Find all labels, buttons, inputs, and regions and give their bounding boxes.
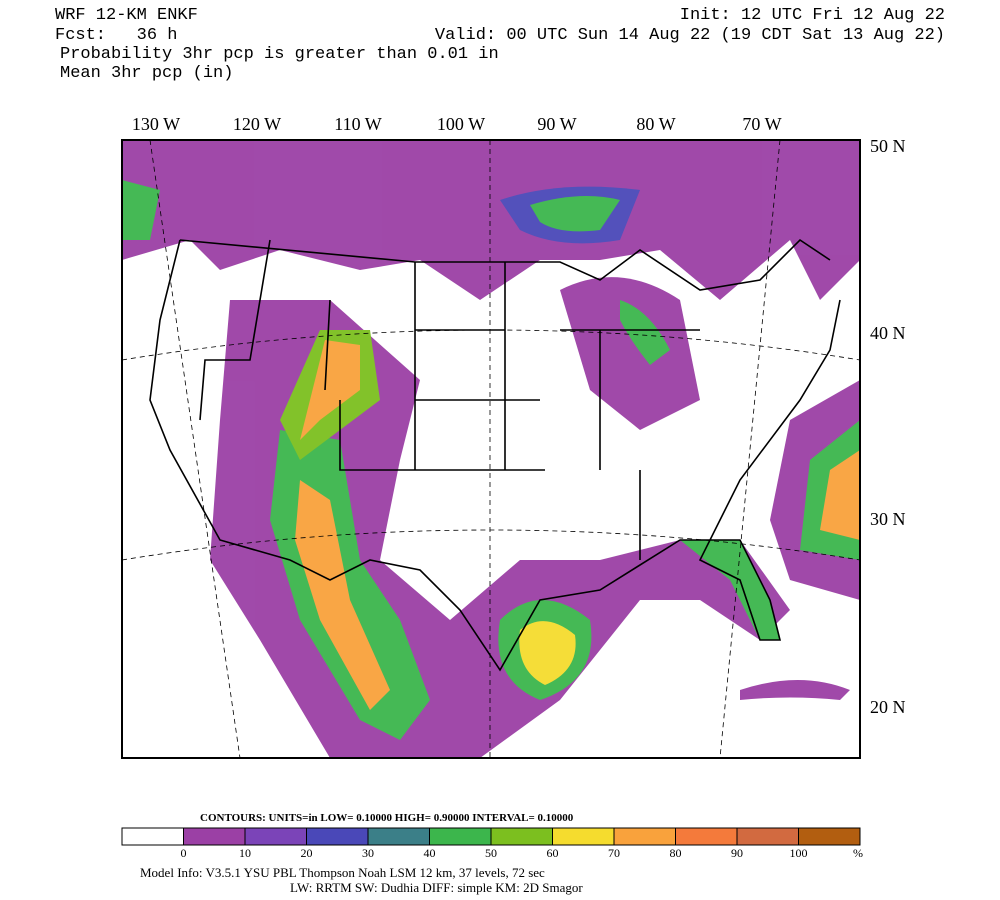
precip-shading: [122, 140, 860, 758]
colorbar-swatch: [244, 827, 307, 846]
latitude-label: 20 N: [870, 697, 906, 717]
contour-info: CONTOURS: UNITS=in LOW= 0.10000 HIGH= 0.…: [200, 812, 574, 824]
model-info: Model Info: V3.5.1 YSU PBL Thompson Noah…: [140, 865, 545, 880]
field-title: Mean 3hr pcp (in): [60, 64, 233, 83]
field-title: Probability 3hr pcp is greater than 0.01…: [60, 45, 499, 64]
longitude-label: 70 W: [742, 114, 781, 134]
colorbar-tick-label: 30: [362, 846, 374, 860]
colorbar-swatch: [736, 827, 799, 846]
colorbar-swatch: [613, 827, 676, 846]
colorbar-tick-label: 10: [239, 846, 251, 860]
model-title: WRF 12-KM ENKF: [55, 6, 198, 25]
valid-time: Valid: 00 UTC Sun 14 Aug 22 (19 CDT Sat …: [435, 26, 945, 45]
model-info: LW: RRTM SW: Dudhia DIFF: simple KM: 2D …: [290, 880, 583, 895]
forecast-hour: Fcst: 36 h: [55, 26, 177, 45]
latitude-label: 30 N: [870, 509, 906, 529]
longitude-label: 130 W: [132, 114, 180, 134]
longitude-label: 110 W: [334, 114, 382, 134]
colorbar-swatch: [429, 827, 492, 846]
map: [121, 139, 861, 759]
colorbar-tick-label: 40: [424, 846, 436, 860]
colorbar-swatch: [552, 827, 615, 846]
colorbar-tick-label: 60: [547, 846, 559, 860]
map-frame: [121, 139, 861, 759]
colorbar-swatch: [675, 827, 738, 846]
colorbar-tick-label: 50: [485, 846, 497, 860]
colorbar-tick-label: 80: [670, 846, 682, 860]
init-time: Init: 12 UTC Fri 12 Aug 22: [680, 6, 945, 25]
colorbar-swatch: [121, 827, 184, 846]
colorbar-tick-label: 70: [608, 846, 620, 860]
latitude-label: 40 N: [870, 323, 906, 343]
graticule: [121, 139, 861, 759]
latitude-label: 50 N: [870, 136, 906, 156]
colorbar-tick-label: 20: [301, 846, 313, 860]
colorbar-tick-label: 90: [731, 846, 743, 860]
colorbar-swatch: [367, 827, 430, 846]
longitude-label: 100 W: [437, 114, 485, 134]
colorbar-tick-label: 0: [181, 846, 187, 860]
colorbar-unit: %: [853, 846, 863, 860]
colorbar-swatch: [798, 827, 861, 846]
colorbar-swatch: [490, 827, 553, 846]
colorbar-swatch: [183, 827, 246, 846]
longitude-label: 120 W: [233, 114, 281, 134]
longitude-label: 90 W: [537, 114, 576, 134]
colorbar-swatch: [306, 827, 369, 846]
longitude-label: 80 W: [636, 114, 675, 134]
colorbar-tick-label: 100: [790, 846, 808, 860]
boundaries: [149, 238, 841, 672]
